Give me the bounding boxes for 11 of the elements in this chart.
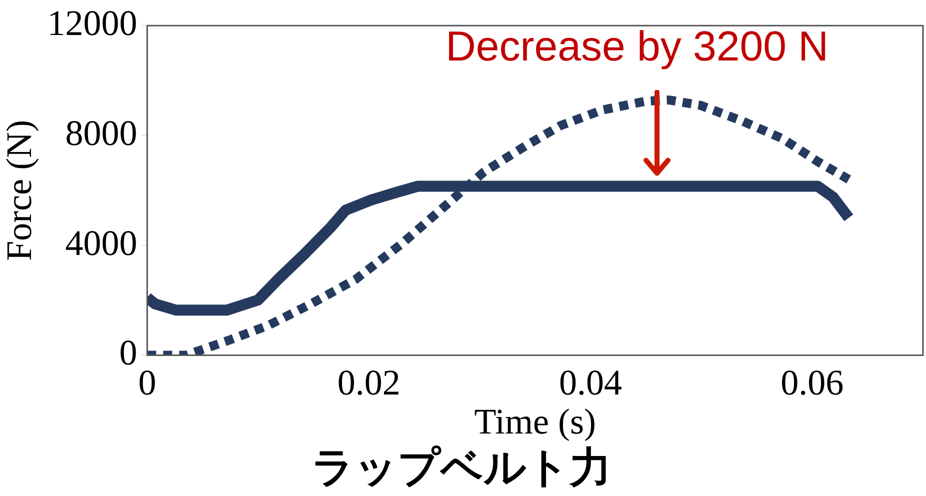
- y-axis-title: Force (N): [0, 120, 40, 261]
- x-tick-label: 0.02: [337, 362, 400, 402]
- annotation: Decrease by 3200 N: [446, 22, 828, 70]
- y-tick-label: 4000: [65, 222, 138, 263]
- text: ラップベルト力: [312, 444, 612, 492]
- x-tick-label: 0.04: [559, 362, 622, 402]
- y-tick-label: 8000: [65, 112, 138, 153]
- x-axis-title: Time (s): [474, 401, 596, 442]
- x-tick-label: 0.06: [780, 362, 844, 402]
- y-tick-label: 0: [119, 332, 138, 373]
- y-tick-label: 12000: [47, 3, 138, 44]
